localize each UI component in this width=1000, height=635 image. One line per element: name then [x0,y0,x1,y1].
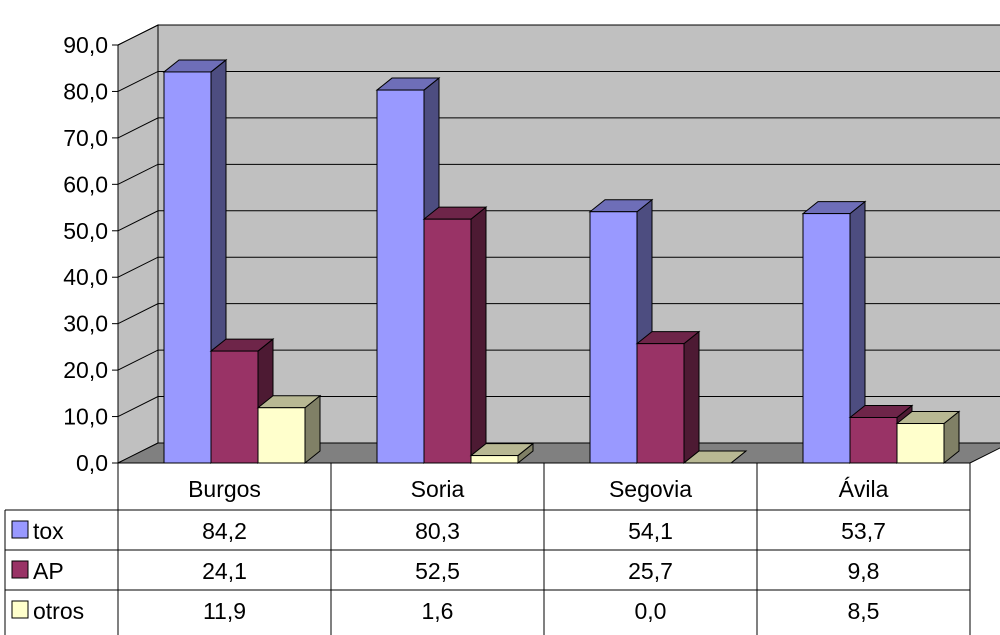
bar-front [163,71,212,464]
bar-front [376,89,425,464]
bar [895,410,961,465]
legend-entry: otros [11,598,84,624]
data-table: Burgos Soria Segovia Ávila tox 84,2 80,3 54,1 53… [4,463,971,635]
data-label: 1,6 [422,598,454,624]
y-axis: 0,0 10,0 20,0 30,0 40,0 50,0 60,0 70,0 80,0 90,0 [63,32,119,476]
bar [635,330,701,465]
data-label: 8,5 [848,598,880,624]
category-label: Ávila [839,476,889,502]
y-tick-label: 70,0 [63,125,108,151]
legend-label: AP [33,558,64,584]
y-tick-label: 60,0 [63,171,108,197]
legend-entry: AP [11,558,64,584]
y-tick-label: 50,0 [63,218,108,244]
category-label: Burgos [188,476,261,502]
bar [469,442,535,465]
gridline [117,256,1000,278]
y-tick-label: 10,0 [63,404,108,430]
gridline [117,396,1000,418]
category-label: Soria [411,476,465,502]
chart-walls [117,24,1000,464]
bar-front [802,213,851,464]
gridline [117,303,1000,325]
gridline [117,163,1000,185]
data-label: 54,1 [628,518,673,544]
legend-swatch [11,560,29,579]
category-label: Segovia [609,476,692,502]
legend-entry: tox [11,518,64,544]
legend-swatch [11,600,29,619]
gridline [117,24,1000,46]
bar-front [470,455,519,464]
gridlines [117,24,1000,418]
bar-front [210,350,259,464]
bar-top [682,450,748,464]
data-label: 53,7 [841,518,886,544]
bar-front [636,343,685,464]
legend-label: otros [33,598,84,624]
y-tick-label: 20,0 [63,357,108,383]
back-wall [157,24,1000,444]
bar-front [589,211,638,464]
legend-swatch [11,520,29,539]
data-label: 9,8 [848,558,880,584]
y-tick-label: 30,0 [63,311,108,337]
y-tick-label: 0,0 [76,450,108,476]
bar-front [423,218,472,464]
y-tick-label: 40,0 [63,264,108,290]
data-label: 84,2 [202,518,247,544]
gridline [117,70,1000,92]
bar-front [257,407,306,464]
bar [422,206,488,465]
legend-label: tox [33,518,64,544]
bar-front [849,416,898,464]
data-label: 80,3 [415,518,460,544]
bar-side [470,206,487,465]
bars [162,58,961,465]
gridline [117,210,1000,232]
data-label: 24,1 [202,558,247,584]
bar [801,200,867,465]
bar [682,450,748,464]
gridline [117,349,1000,371]
bar-side [683,330,700,465]
y-tick-label: 90,0 [63,32,108,58]
y-tick-label: 80,0 [63,78,108,104]
data-label: 0,0 [635,598,667,624]
data-label: 25,7 [628,558,673,584]
data-label: 11,9 [203,598,246,624]
data-label: 52,5 [415,558,460,584]
side-wall [117,24,159,464]
bar [256,394,322,465]
gridline [117,117,1000,139]
bar-front [896,423,945,464]
